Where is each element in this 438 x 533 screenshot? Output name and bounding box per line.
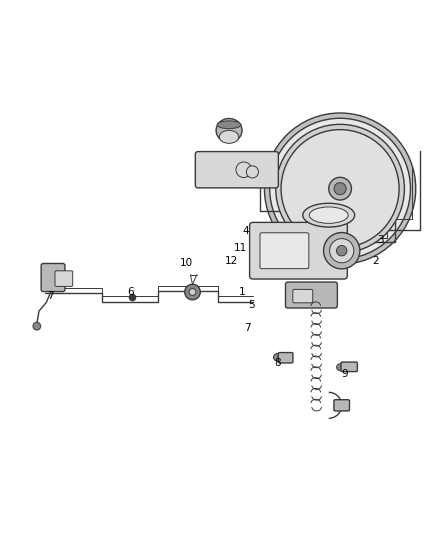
Text: 12: 12 xyxy=(225,256,238,266)
Circle shape xyxy=(324,232,360,269)
Circle shape xyxy=(329,177,351,200)
Circle shape xyxy=(33,322,41,330)
Circle shape xyxy=(336,246,347,256)
Text: 11: 11 xyxy=(234,244,247,253)
Circle shape xyxy=(273,353,281,361)
Circle shape xyxy=(265,113,416,264)
Circle shape xyxy=(185,284,200,300)
Text: 2: 2 xyxy=(372,256,379,266)
Circle shape xyxy=(270,118,410,259)
FancyBboxPatch shape xyxy=(341,362,357,372)
Ellipse shape xyxy=(219,131,239,143)
FancyBboxPatch shape xyxy=(41,263,65,292)
Circle shape xyxy=(276,124,404,253)
Text: 7: 7 xyxy=(47,291,54,301)
FancyBboxPatch shape xyxy=(334,400,350,411)
Text: 9: 9 xyxy=(341,369,348,379)
Text: 8: 8 xyxy=(274,358,281,368)
Text: 4: 4 xyxy=(243,226,249,236)
FancyBboxPatch shape xyxy=(293,289,313,303)
Text: 7: 7 xyxy=(244,324,251,333)
Circle shape xyxy=(246,166,258,178)
Text: 10: 10 xyxy=(180,259,193,269)
Ellipse shape xyxy=(216,118,242,142)
FancyBboxPatch shape xyxy=(195,151,279,188)
FancyBboxPatch shape xyxy=(278,352,293,363)
Circle shape xyxy=(337,364,343,371)
FancyBboxPatch shape xyxy=(260,233,309,269)
FancyBboxPatch shape xyxy=(286,282,337,308)
Circle shape xyxy=(189,288,196,295)
Text: 5: 5 xyxy=(248,300,255,310)
FancyBboxPatch shape xyxy=(55,271,73,286)
Circle shape xyxy=(330,239,354,263)
Circle shape xyxy=(334,183,346,195)
Circle shape xyxy=(236,162,251,177)
Ellipse shape xyxy=(217,121,241,128)
Text: 1: 1 xyxy=(238,287,245,296)
Ellipse shape xyxy=(303,203,355,227)
Circle shape xyxy=(281,130,399,248)
Ellipse shape xyxy=(309,207,348,223)
Text: 6: 6 xyxy=(127,287,134,296)
Text: 3: 3 xyxy=(377,235,383,245)
FancyBboxPatch shape xyxy=(250,222,347,279)
